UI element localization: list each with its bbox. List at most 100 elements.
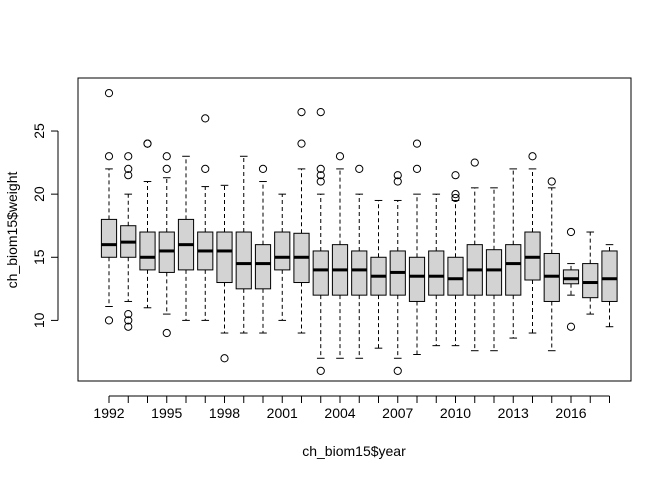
box-2005 xyxy=(351,164,368,359)
outlier-point xyxy=(162,164,171,173)
box-1996 xyxy=(177,155,195,321)
outlier-point xyxy=(143,139,152,148)
outlier-point xyxy=(451,171,460,180)
outlier-point xyxy=(547,177,556,186)
outlier-point xyxy=(124,164,133,173)
box-2011 xyxy=(466,158,483,352)
box-1995 xyxy=(158,152,175,338)
x-tick-label: 2007 xyxy=(382,405,413,421)
x-tick-label: 2010 xyxy=(440,405,471,421)
iqr-box xyxy=(100,218,118,258)
iqr-box xyxy=(428,250,445,296)
outlier-point xyxy=(124,316,133,325)
iqr-box xyxy=(312,250,329,296)
iqr-box xyxy=(582,263,599,299)
x-tick-label: 2004 xyxy=(324,405,355,421)
box-2016 xyxy=(562,227,580,331)
iqr-box xyxy=(408,256,426,302)
box-2018 xyxy=(601,244,618,328)
outlier-point xyxy=(316,177,325,186)
box-2015 xyxy=(543,177,560,352)
box-2004 xyxy=(331,152,349,359)
boxes-layer xyxy=(100,89,618,375)
box-1997 xyxy=(197,114,214,321)
box-1992 xyxy=(100,89,118,325)
y-tick-label: 25 xyxy=(31,123,47,139)
outlier-point xyxy=(124,152,133,161)
iqr-box xyxy=(447,256,464,296)
outlier-point xyxy=(528,152,537,161)
box-2013 xyxy=(505,168,522,339)
box-2003 xyxy=(312,107,329,375)
box-2010 xyxy=(447,171,464,347)
outlier-point xyxy=(162,152,171,161)
y-tick-label: 10 xyxy=(31,312,47,328)
outlier-point xyxy=(566,227,576,237)
outlier-point xyxy=(258,164,268,173)
x-axis: 1992 1995 1998 2001 2004 2007 2010 2013 2016 xyxy=(93,395,610,421)
box-2006 xyxy=(370,199,387,349)
box-2012 xyxy=(485,187,503,352)
outlier-point xyxy=(355,164,364,173)
outlier-point xyxy=(220,354,229,363)
outlier-point xyxy=(412,164,422,173)
box-1999 xyxy=(235,155,252,334)
outlier-point xyxy=(201,114,210,123)
outlier-point xyxy=(393,366,402,375)
x-tick-label: 2016 xyxy=(555,405,586,421)
box-2000 xyxy=(254,164,272,334)
outlier-point xyxy=(104,316,114,325)
iqr-box xyxy=(254,244,272,290)
outlier-point xyxy=(451,193,460,203)
outlier-point xyxy=(316,171,325,180)
plot-area-frame xyxy=(77,77,632,382)
iqr-box xyxy=(235,231,252,290)
x-tick-label: 2001 xyxy=(267,405,298,421)
iqr-box xyxy=(216,231,233,284)
iqr-box xyxy=(274,231,291,271)
outlier-point xyxy=(393,177,402,186)
box-2017 xyxy=(582,231,599,315)
box-2002 xyxy=(293,107,310,334)
y-axis-title: ch_biom15$weight xyxy=(4,172,20,289)
outlier-point xyxy=(412,139,422,148)
outlier-point xyxy=(201,164,210,173)
box-1994 xyxy=(139,139,156,309)
outlier-point xyxy=(566,322,576,331)
outlier-point xyxy=(451,190,460,199)
outlier-point xyxy=(470,158,479,167)
y-tick-label: 15 xyxy=(31,249,47,265)
outlier-point xyxy=(104,152,114,161)
outlier-point xyxy=(124,171,133,180)
x-axis-title: ch_biom15$year xyxy=(302,443,406,459)
outlier-point xyxy=(124,322,133,331)
outlier-point xyxy=(124,309,133,319)
y-tick-label: 20 xyxy=(31,186,47,202)
x-tick-label: 1992 xyxy=(93,405,124,421)
outlier-point xyxy=(297,139,306,148)
x-tick-label: 1995 xyxy=(151,405,182,421)
outlier-point xyxy=(335,152,345,161)
box-2014 xyxy=(524,152,541,334)
x-tick-label: 1998 xyxy=(209,405,240,421)
x-tick-label: 2013 xyxy=(498,405,529,421)
box-2007 xyxy=(389,171,406,375)
outlier-point xyxy=(162,328,171,338)
iqr-box xyxy=(139,231,156,271)
iqr-box xyxy=(562,269,580,285)
box-2009 xyxy=(428,193,445,347)
box-2008 xyxy=(408,139,426,355)
outlier-point xyxy=(316,164,325,173)
y-axis: 10 15 20 25 xyxy=(31,123,59,328)
iqr-box xyxy=(351,250,368,296)
iqr-box xyxy=(601,250,618,302)
iqr-box xyxy=(505,244,522,296)
outlier-point xyxy=(104,89,114,98)
box-1993 xyxy=(120,152,137,331)
outlier-point xyxy=(297,107,306,117)
box-2001 xyxy=(274,193,291,321)
outlier-point xyxy=(316,366,325,375)
iqr-box xyxy=(485,249,503,296)
box-1998 xyxy=(216,184,233,363)
